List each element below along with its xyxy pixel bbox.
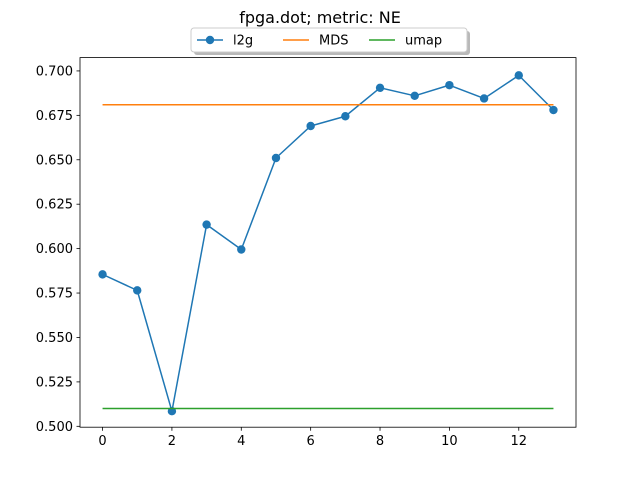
- data-point-l2g: [549, 105, 558, 115]
- legend-marker-l2g: [205, 35, 215, 45]
- y-tick-label: 0.625: [36, 198, 73, 213]
- y-tick-label: 0.675: [36, 109, 73, 124]
- x-tick-label: 6: [307, 434, 315, 449]
- x-tick-label: 10: [441, 434, 458, 449]
- y-tick-label: 0.525: [36, 375, 73, 390]
- data-point-l2g: [271, 153, 281, 163]
- x-tick-label: 12: [510, 434, 527, 449]
- data-point-l2g: [514, 71, 523, 80]
- y-tick-label: 0.700: [36, 64, 73, 79]
- legend: l2g MDS umap: [190, 27, 470, 55]
- legend-box: [190, 27, 468, 53]
- x-tick-label: 8: [376, 434, 384, 449]
- data-point-l2g: [375, 83, 385, 93]
- data-point-l2g: [202, 220, 211, 229]
- data-point-l2g: [98, 270, 107, 279]
- plot-area: 0 2 4 6 8 10 12 0.500 0.525 0.550 0.575 0.600 0.625 0…: [36, 57, 577, 449]
- legend-label-umap: umap: [405, 34, 442, 49]
- series-line-l2g: [102, 74, 554, 412]
- data-point-l2g: [237, 245, 246, 254]
- x-tick-label: 0: [98, 434, 106, 449]
- x-tick-label: 2: [168, 434, 176, 449]
- data-point-l2g: [133, 286, 142, 295]
- y-tick-label: 0.600: [36, 242, 73, 257]
- axes-frame: [79, 57, 577, 428]
- y-tick-label: 0.575: [36, 287, 73, 302]
- y-tick-label: 0.550: [36, 331, 73, 346]
- data-point-l2g: [306, 121, 315, 131]
- data-point-l2g: [410, 91, 419, 101]
- legend-label-mds: MDS: [319, 34, 348, 49]
- x-tick-label: 4: [237, 434, 245, 449]
- data-point-l2g: [445, 80, 454, 90]
- data-point-l2g: [479, 94, 489, 103]
- y-tick-label: 0.650: [36, 153, 73, 168]
- data-point-l2g: [341, 112, 350, 121]
- y-tick-label: 0.500: [36, 420, 73, 435]
- chart-title: fpga.dot; metric: NE: [239, 8, 401, 27]
- legend-label-l2g: l2g: [233, 34, 253, 49]
